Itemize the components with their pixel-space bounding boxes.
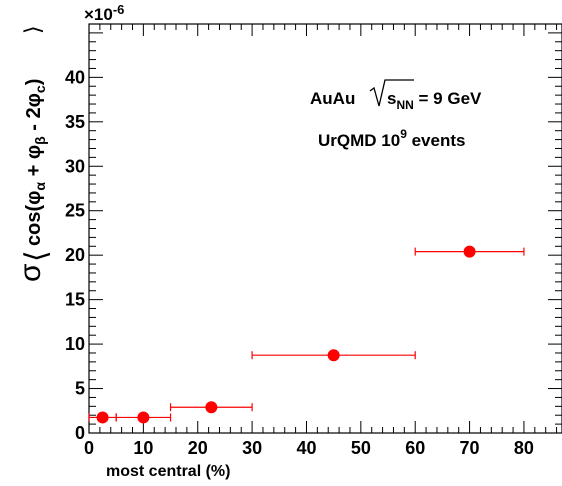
y-axis-minus: - 2φ: [23, 93, 45, 136]
y-axis-plus: + φ: [23, 145, 45, 182]
y-tick-label: 35: [65, 112, 85, 132]
y-tick-label: 15: [65, 290, 85, 310]
x-tick-label: 20: [188, 438, 208, 458]
y-tick-label: 5: [75, 379, 85, 399]
y-tick-label: 20: [65, 245, 85, 265]
annotation-events: events: [407, 131, 466, 150]
y-axis-sub-alpha: α: [32, 182, 48, 191]
y-axis-sigma: σ: [14, 263, 47, 282]
data-point: [327, 349, 340, 362]
x-tick-label: 70: [460, 438, 480, 458]
x-axis-ticks: [88, 24, 558, 433]
x-axis-tick-labels: 0 10 20 30 40 50 60 70 80: [84, 438, 534, 458]
y-multiplier-base: ×10: [84, 5, 113, 24]
x-tick-label: 30: [242, 438, 262, 458]
annotation-exponent: 9: [400, 127, 407, 141]
y-multiplier: ×10-6: [84, 2, 124, 24]
y-tick-label: 30: [65, 156, 85, 176]
data-point: [205, 401, 218, 414]
annotation-energy-value: = 9 GeV: [414, 89, 482, 108]
annotation-line-2: UrQMD 109 events: [318, 127, 465, 150]
annotation-energy: sNN = 9 GeV: [387, 89, 482, 112]
y-axis-tick-labels: 0 5 10 15 20 25 30 35 40: [65, 67, 85, 443]
y-tick-label: 40: [65, 67, 85, 87]
y-axis-bracket-close: ⟩: [20, 25, 45, 34]
sqrt-symbol: [369, 79, 414, 107]
y-axis-sub-beta: β: [32, 136, 48, 145]
y-axis-ticks: [89, 23, 562, 434]
data-point: [137, 411, 150, 424]
y-axis-label: σ ⟨ cos(φα + φβ - 2φc) ⟩: [14, 25, 53, 282]
data-point: [463, 245, 476, 258]
y-axis-close-paren: ): [23, 79, 45, 86]
plot-frame: [88, 23, 562, 434]
y-multiplier-exponent: -6: [113, 2, 125, 17]
x-tick-label: 80: [514, 438, 534, 458]
y-tick-label: 25: [65, 201, 85, 221]
x-tick-label: 0: [84, 438, 94, 458]
data-series: [88, 245, 525, 424]
annotation-model: UrQMD 10: [318, 131, 400, 150]
y-axis-bracket-open: ⟨: [20, 250, 53, 262]
annotation-nn: NN: [396, 98, 413, 112]
annotation-s: s: [387, 89, 396, 108]
data-point: [96, 411, 109, 424]
annotation-line-1: AuAu: [310, 89, 355, 108]
annotation-collision: AuAu: [310, 89, 355, 108]
y-axis-sub-c: c: [32, 85, 48, 93]
x-axis-label: most central (%): [106, 463, 230, 480]
x-tick-label: 40: [296, 438, 316, 458]
y-tick-label: 10: [65, 334, 85, 354]
x-tick-label: 50: [351, 438, 371, 458]
y-tick-label: 0: [75, 423, 85, 443]
y-axis-cos: cos(φ: [23, 191, 45, 246]
y-axis-expression: cos(φα + φβ - 2φc): [23, 79, 48, 246]
x-tick-label: 60: [405, 438, 425, 458]
x-tick-label: 10: [133, 438, 153, 458]
